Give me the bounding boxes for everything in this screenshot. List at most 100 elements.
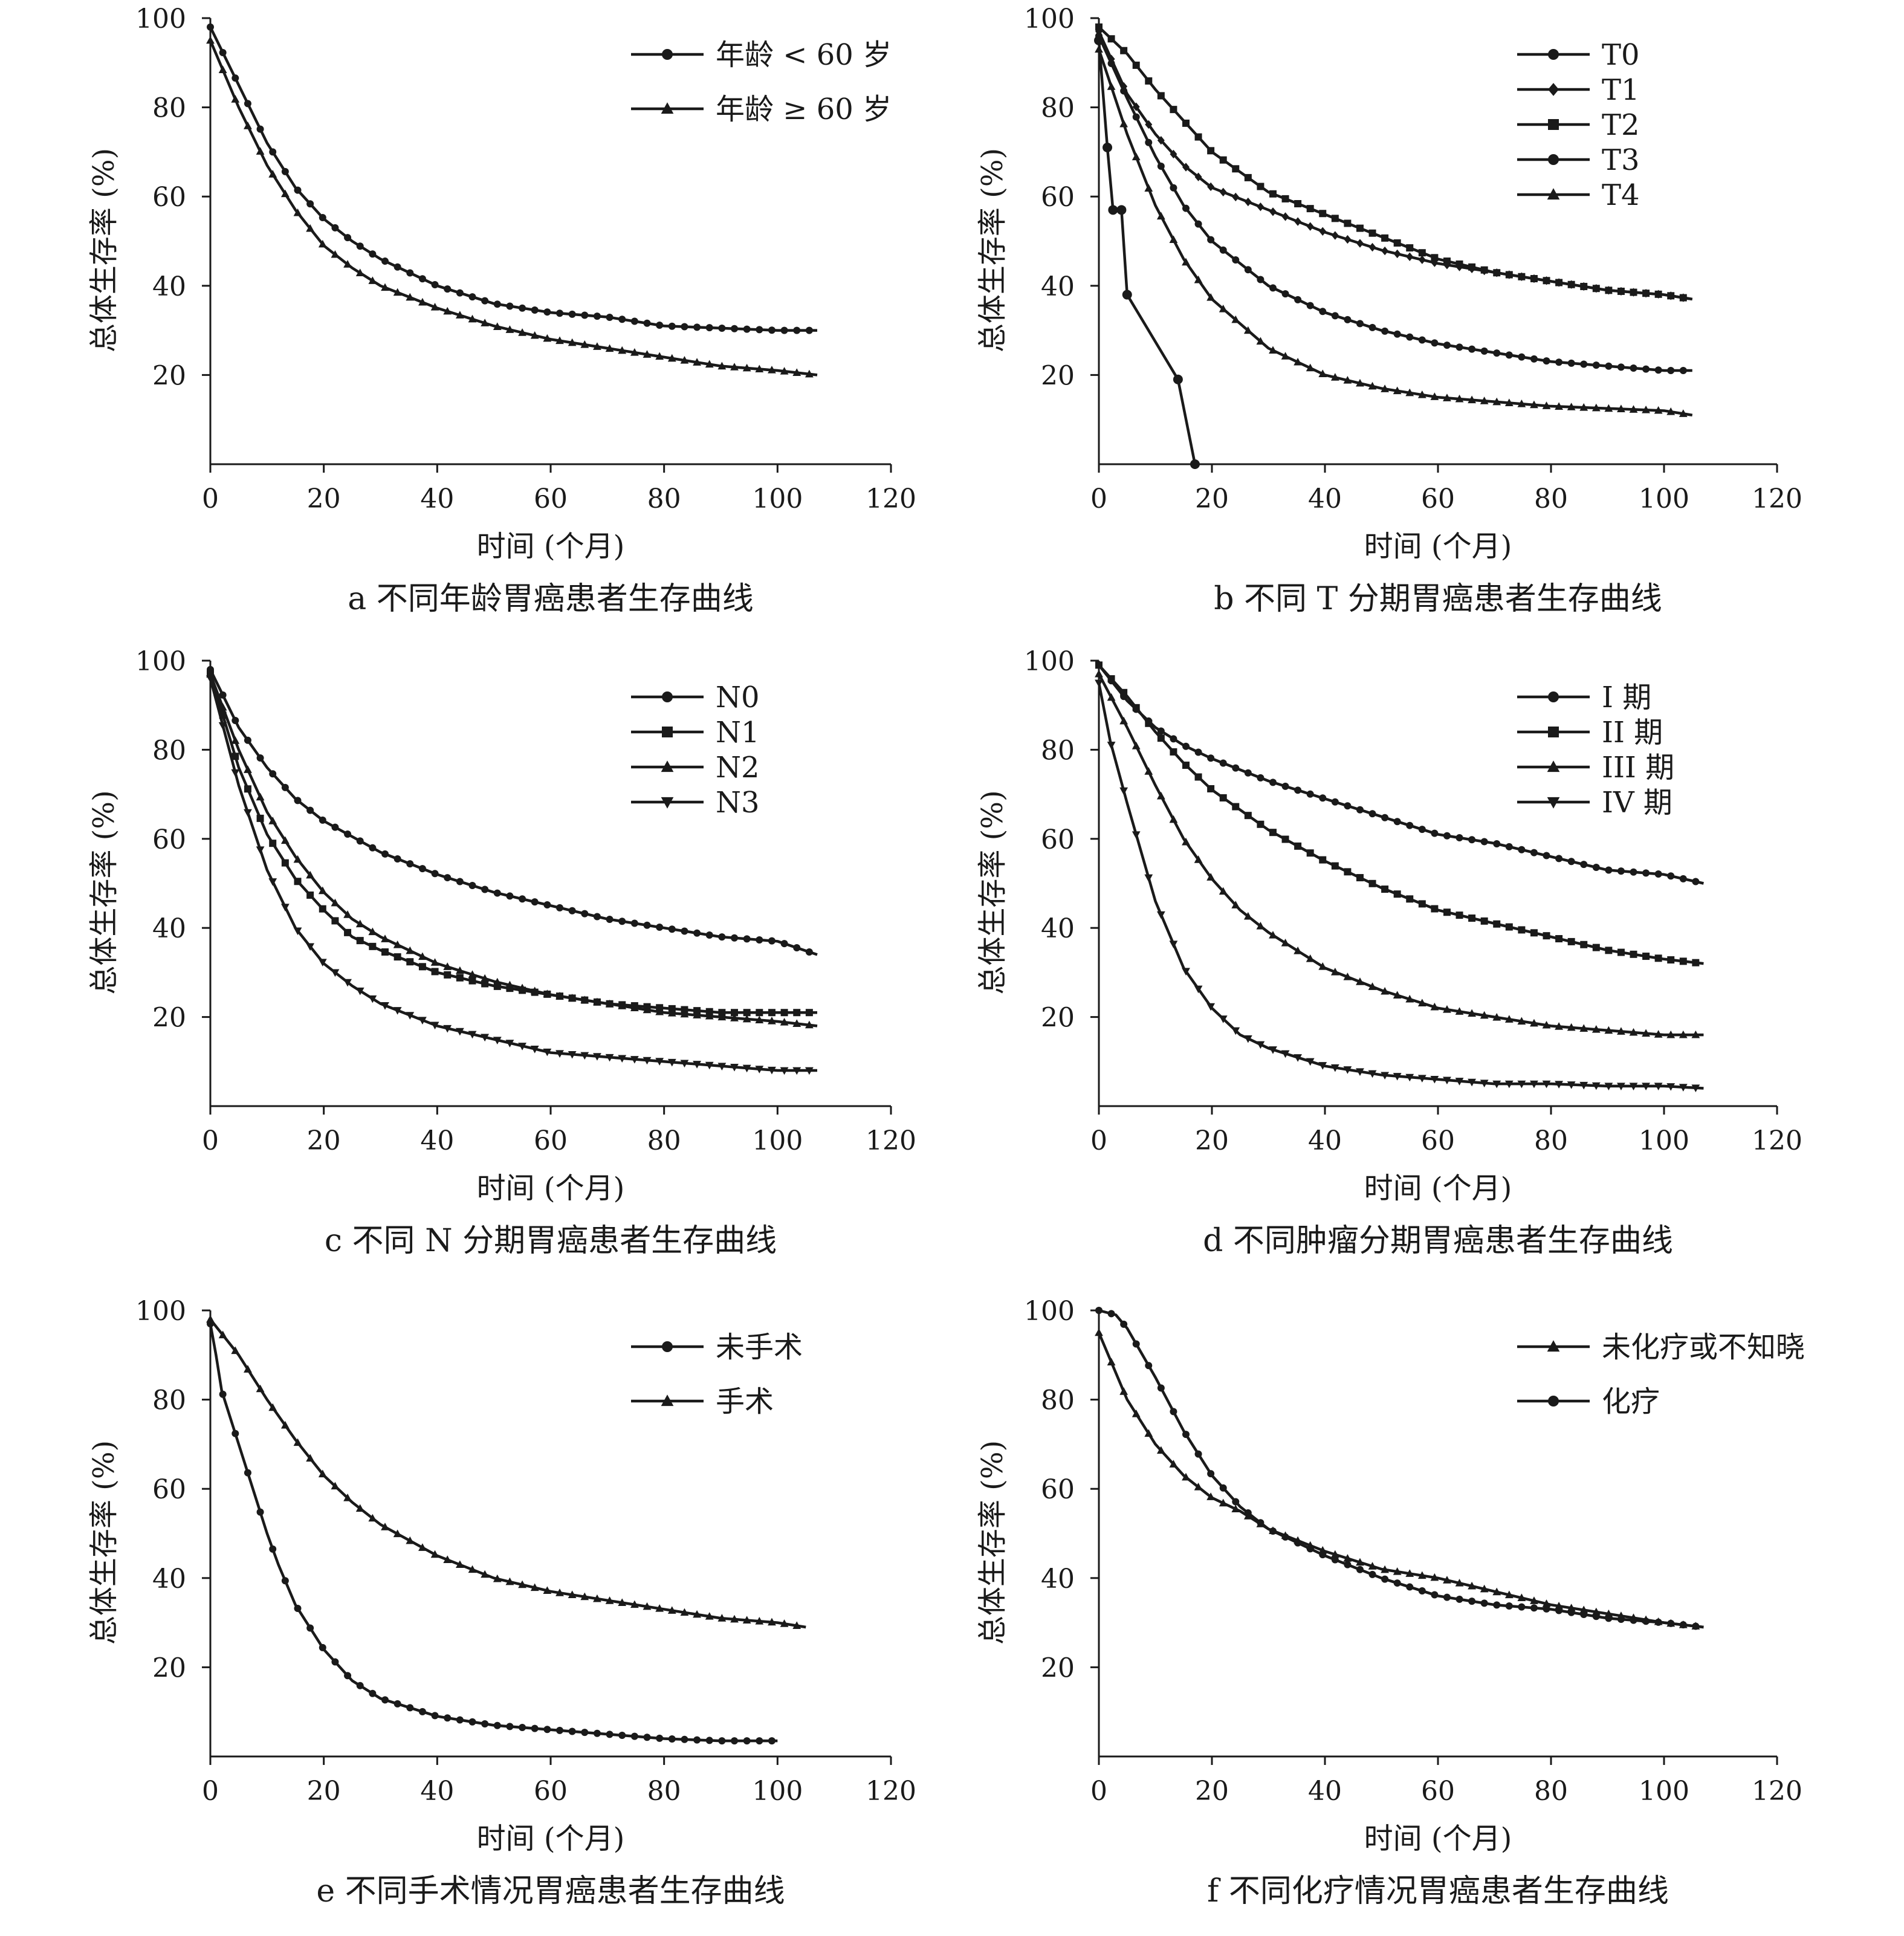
legend-label: 年龄 ≥ 60 岁 (716, 92, 892, 126)
x-axis-label: 时间 (个月) (1364, 1822, 1512, 1856)
data-point (481, 980, 489, 988)
legend-label: 年龄 < 60 岁 (716, 38, 892, 72)
series-square (1095, 23, 1693, 302)
x-tick-label: 40 (420, 1125, 454, 1156)
legend-entry: N0 (631, 681, 760, 714)
data-point (543, 308, 551, 316)
data-point (1344, 1561, 1352, 1569)
data-point (1430, 392, 1439, 400)
data-point (1095, 23, 1103, 31)
data-point (618, 1055, 627, 1063)
legend-marker (661, 760, 674, 772)
x-tick-label: 40 (1308, 1776, 1342, 1807)
data-point (1294, 200, 1302, 208)
data-point (430, 958, 439, 966)
legend-entry: T3 (1517, 143, 1640, 177)
x-tick-label: 60 (534, 484, 568, 514)
data-point (805, 1067, 814, 1075)
y-tick-label: 60 (152, 182, 186, 213)
data-point (643, 1734, 651, 1741)
data-point (1156, 212, 1165, 220)
data-point (668, 1735, 676, 1743)
legend-marker (1547, 797, 1560, 809)
data-point (1169, 940, 1178, 948)
data-point (356, 937, 364, 945)
legend-label: II 期 (1602, 716, 1663, 749)
data-point (444, 874, 452, 882)
data-point (1381, 885, 1389, 893)
y-tick-label: 100 (1024, 1296, 1075, 1327)
series-line (209, 26, 818, 332)
data-point (256, 147, 265, 155)
data-point (306, 200, 314, 208)
data-point (1468, 914, 1476, 922)
data-point (343, 1494, 352, 1501)
data-point (1480, 917, 1488, 925)
data-point (1504, 1590, 1514, 1599)
data-point (1095, 679, 1103, 688)
data-point (1257, 774, 1264, 782)
data-point (1418, 1587, 1426, 1595)
data-point (1244, 266, 1252, 274)
data-point (1604, 404, 1613, 412)
data-point (1157, 727, 1165, 735)
data-point (1206, 293, 1216, 301)
data-point (1381, 384, 1390, 392)
data-point (1169, 815, 1178, 823)
legend-marker (1548, 154, 1559, 165)
data-point (430, 303, 439, 311)
data-point (1095, 661, 1103, 669)
data-point (256, 1508, 264, 1516)
data-point (406, 269, 414, 277)
data-point (256, 754, 264, 762)
data-point (530, 986, 539, 994)
data-point (368, 927, 377, 936)
data-point (505, 980, 514, 989)
data-point (1243, 326, 1252, 334)
data-point (1430, 1573, 1439, 1581)
data-point (1368, 229, 1376, 237)
data-point (1629, 1083, 1638, 1091)
data-point (1418, 255, 1426, 264)
data-point (393, 1700, 401, 1708)
data-point (1642, 290, 1650, 297)
data-point (1269, 207, 1277, 216)
data-point (756, 326, 763, 334)
x-axis-label: 时间 (个月) (477, 529, 625, 563)
data-point (1120, 1320, 1128, 1328)
data-point (1654, 954, 1662, 962)
data-point (468, 882, 476, 890)
data-point (456, 974, 464, 982)
data-point (1170, 184, 1177, 192)
data-point (393, 288, 402, 296)
x-tick-label: 80 (647, 484, 681, 514)
legend-label: T1 (1602, 73, 1640, 107)
data-point (1443, 1076, 1451, 1085)
data-point (406, 958, 414, 966)
data-point (1294, 947, 1303, 954)
data-point (1567, 1604, 1576, 1611)
series-triangle-down (1095, 679, 1704, 1092)
data-point (543, 1586, 552, 1594)
data-point (1393, 330, 1401, 338)
legend-entry: IV 期 (1517, 786, 1672, 820)
x-tick-label: 100 (1639, 1125, 1689, 1156)
data-point (1145, 719, 1153, 727)
data-point (1417, 999, 1426, 1007)
data-point (780, 367, 789, 375)
data-point (1356, 224, 1364, 232)
data-point (1107, 35, 1115, 43)
data-point (406, 293, 415, 301)
legend-marker (661, 102, 674, 114)
series-triangle (1095, 1328, 1704, 1630)
legend-entry: 手术 (631, 1385, 774, 1419)
data-point (593, 1729, 601, 1737)
data-point (731, 934, 739, 942)
data-point (1119, 716, 1128, 725)
data-point (1231, 1027, 1240, 1035)
x-axis-label: 时间 (个月) (1364, 529, 1512, 563)
data-point (319, 1643, 326, 1651)
data-point (1119, 1387, 1128, 1395)
y-tick-label: 40 (152, 271, 186, 302)
data-point (306, 870, 315, 879)
